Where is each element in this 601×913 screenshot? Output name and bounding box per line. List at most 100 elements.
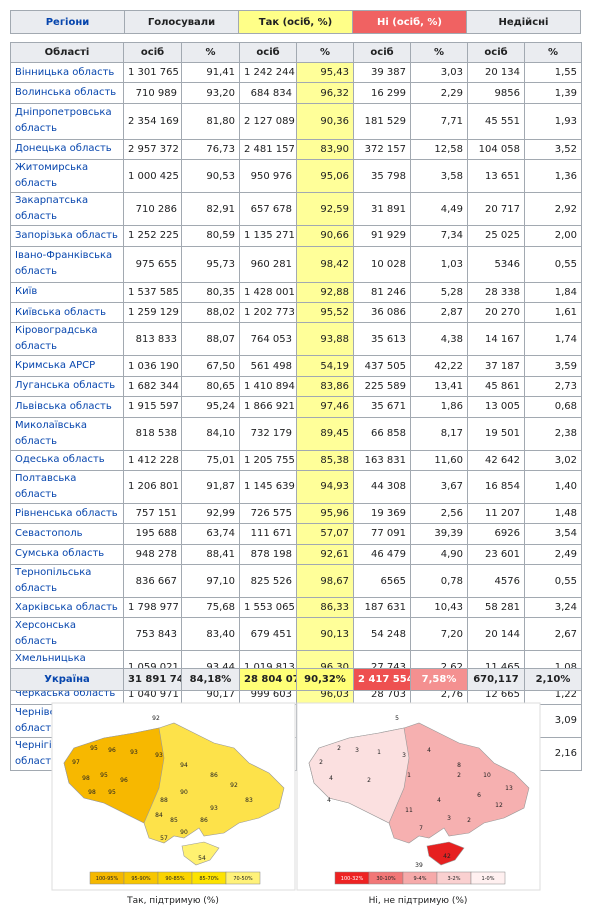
row: Одеська область 1 412 228 75,01 1 205 755 85… (10, 449, 582, 471)
row: Херсонська область 753 843 83,40 679 451 90,… (10, 617, 582, 652)
map-label: 2 (367, 777, 371, 784)
cell: 3,02 (524, 449, 582, 471)
row: Київ 1 537 585 80,35 1 428 001 92,88 81 246 5,… (10, 281, 582, 303)
region-link[interactable]: Рівненська область (10, 502, 124, 525)
row: Вінницька область 1 301 765 91,41 1 242 244… (10, 61, 582, 84)
cell: 2,67 (524, 617, 582, 652)
cell: 4,38 (410, 322, 468, 357)
cell: 88,02 (181, 301, 240, 324)
total-cell: 7,58% (410, 668, 468, 691)
cell: 1 682 344 (123, 375, 182, 398)
cell: 19 501 (467, 416, 525, 451)
region-link[interactable]: Миколаївська область (10, 416, 124, 451)
cell: 37 187 (467, 355, 525, 377)
region-link[interactable]: Кримська АРСР (10, 355, 124, 377)
cell: 2,56 (410, 502, 468, 525)
cell: 836 667 (123, 564, 182, 599)
region-link[interactable]: Кіровоградська область (10, 322, 124, 357)
region-link[interactable]: Дніпропетровська область (10, 102, 124, 140)
cell: 1,93 (524, 102, 582, 140)
cell: 6926 (467, 523, 525, 545)
map-label: 1 (407, 772, 411, 779)
map-label: 88 (160, 797, 168, 804)
cell: 13 005 (467, 396, 525, 418)
cell: 1 242 244 (239, 61, 297, 84)
cell: 16 854 (467, 469, 525, 504)
cell: 4,90 (410, 543, 468, 566)
cell: 1 259 129 (123, 301, 182, 324)
row: Дніпропетровська область 2 354 169 81,80 2 … (10, 102, 582, 140)
cell: 20 144 (467, 617, 525, 652)
cell: 2,00 (524, 225, 582, 247)
region-link[interactable]: Львівська область (10, 396, 124, 418)
region-link[interactable]: Вінницька область (10, 61, 124, 84)
map-label: 6 (477, 792, 481, 799)
cell: 95,06 (296, 159, 354, 194)
column-header: % (296, 42, 354, 63)
map-label: 4 (427, 747, 431, 754)
legend-label: 90-85% (165, 876, 185, 882)
cell: 1,48 (524, 502, 582, 525)
cell: 84,10 (181, 416, 240, 451)
region-link[interactable]: Луганська область (10, 375, 124, 398)
map-label: 1 (377, 749, 381, 756)
row: Івано-Франківська область 975 655 95,73 960… (10, 245, 582, 283)
map-label: 95 (108, 789, 116, 796)
cell: 13 651 (467, 159, 525, 194)
total-cell: 670,117 (467, 668, 525, 691)
cell: 2 354 169 (123, 102, 182, 140)
region-link[interactable]: Закарпатська область (10, 192, 124, 227)
map-label: 93 (130, 749, 138, 756)
cell: 45 551 (467, 102, 525, 140)
cell: 1,55 (524, 61, 582, 84)
row: Донецька область 2 957 372 76,73 2 481 157 8… (10, 138, 582, 161)
cell: 825 526 (239, 564, 297, 599)
cell: 45 861 (467, 375, 525, 398)
total-cell[interactable]: Україна (10, 668, 124, 691)
cell: 7,34 (410, 225, 468, 247)
cell: 878 198 (239, 543, 297, 566)
header-cell: Так (осіб, %) (238, 10, 353, 34)
cell: 16 299 (353, 82, 411, 104)
map-label: 98 (88, 789, 96, 796)
total-cell: 28 804 071 (239, 668, 297, 691)
region-link[interactable]: Київська область (10, 301, 124, 324)
legend-label: 70-50% (233, 876, 253, 882)
cell: 104 058 (467, 138, 525, 161)
region-link[interactable]: Сумська область (10, 543, 124, 566)
cell: 39,39 (410, 523, 468, 545)
cell: 710 989 (123, 82, 182, 104)
cell: 23 601 (467, 543, 525, 566)
legend-label: 3-2% (448, 876, 461, 882)
cell: 372 157 (353, 138, 411, 161)
cell: 91,41 (181, 61, 240, 84)
cell: 0,78 (410, 564, 468, 599)
region-link[interactable]: Херсонська область (10, 617, 124, 652)
cell: 63,74 (181, 523, 240, 545)
region-link[interactable]: Волинська область (10, 82, 124, 104)
cell: 83,40 (181, 617, 240, 652)
cell: 95,96 (296, 502, 354, 525)
region-link[interactable]: Донецька область (10, 138, 124, 161)
cell: 92,61 (296, 543, 354, 566)
map-label: 93 (155, 752, 163, 759)
map-label: 86 (210, 772, 218, 779)
region-link[interactable]: Харківська область (10, 597, 124, 619)
region-link[interactable]: Севастополь (10, 523, 124, 545)
region-link[interactable]: Одеська область (10, 449, 124, 471)
region-link[interactable]: Івано-Франківська область (10, 245, 124, 283)
cell: 3,67 (410, 469, 468, 504)
cell: 90,53 (181, 159, 240, 194)
cell: 85,38 (296, 449, 354, 471)
cell: 98,67 (296, 564, 354, 599)
region-link[interactable]: Полтавська область (10, 469, 124, 504)
column-header: осіб (123, 42, 182, 63)
header-cell: Голосували (124, 10, 239, 34)
region-link[interactable]: Житомирська область (10, 159, 124, 194)
region-link[interactable]: Запорізька область (10, 225, 124, 247)
cell: 95,52 (296, 301, 354, 324)
region-link[interactable]: Тернопільська область (10, 564, 124, 599)
region-link[interactable]: Київ (10, 281, 124, 303)
map-label: 4 (327, 797, 331, 804)
cell: 2,92 (524, 192, 582, 227)
